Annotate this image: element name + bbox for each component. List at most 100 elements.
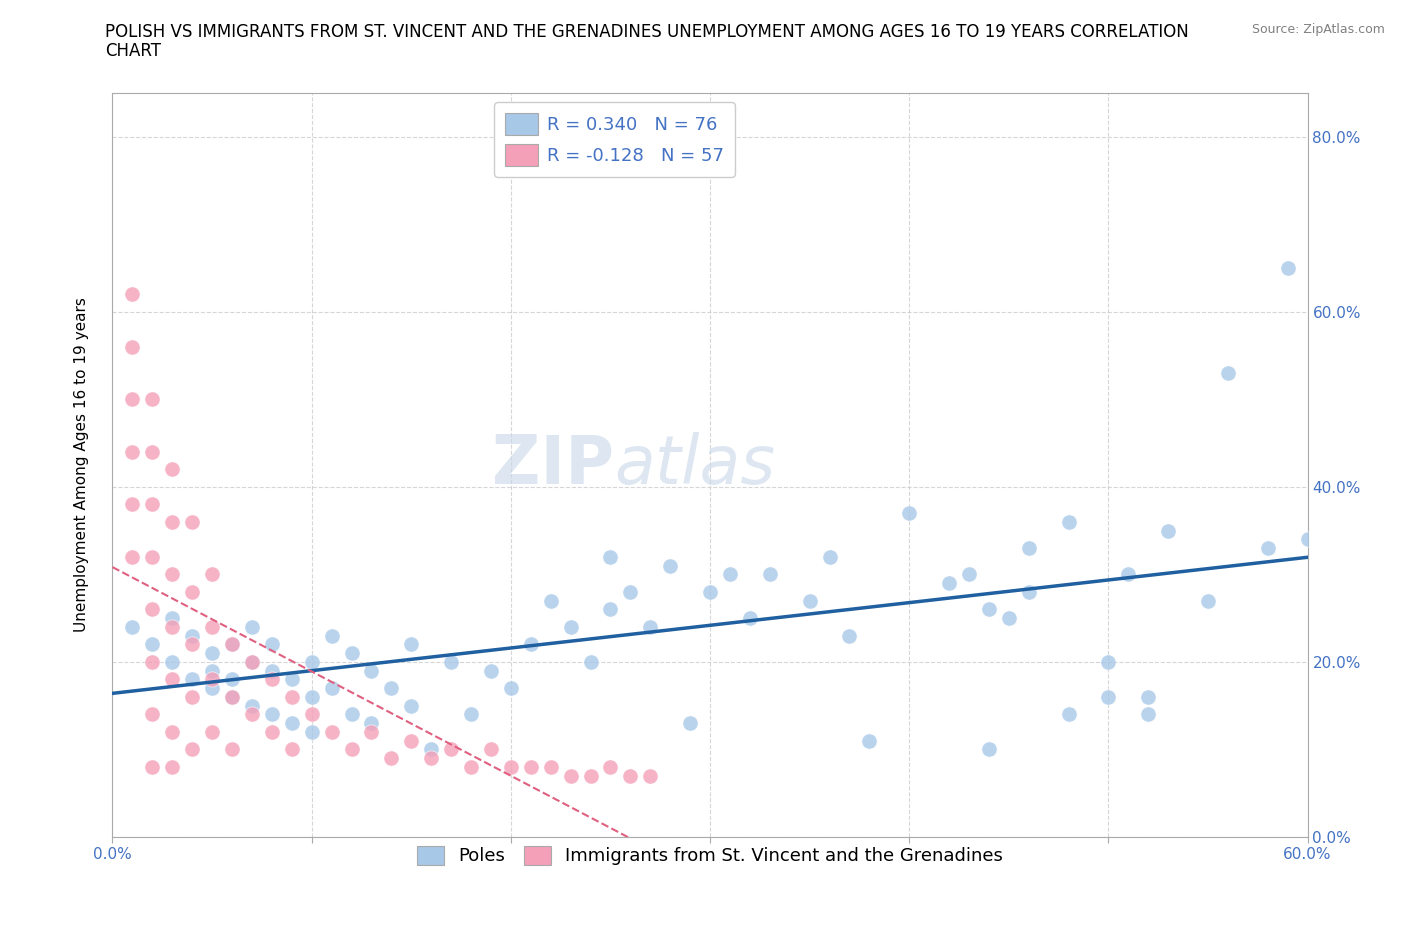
Point [181, 584, 204, 599]
Legend: Poles, Immigrants from St. Vincent and the Grenadines: Poles, Immigrants from St. Vincent and t… [411, 839, 1010, 872]
Point [1057, 707, 1080, 722]
Point [240, 619, 263, 634]
Point [360, 724, 382, 739]
Point [540, 760, 562, 775]
Point [221, 637, 243, 652]
Point [221, 637, 243, 652]
Point [201, 619, 224, 634]
Point [799, 593, 821, 608]
Text: Source: ZipAtlas.com: Source: ZipAtlas.com [1251, 23, 1385, 36]
Point [1018, 540, 1040, 555]
Point [957, 567, 980, 582]
Point [121, 550, 143, 565]
Point [1277, 260, 1299, 275]
Point [301, 724, 323, 739]
Point [380, 681, 402, 696]
Point [520, 760, 543, 775]
Point [281, 672, 304, 687]
Point [938, 576, 960, 591]
Point [977, 742, 1000, 757]
Point [162, 567, 183, 582]
Point [1137, 689, 1160, 704]
Point [838, 629, 860, 644]
Point [181, 672, 204, 687]
Point [520, 637, 543, 652]
Point [321, 724, 343, 739]
Point [1157, 524, 1180, 538]
Point [540, 593, 562, 608]
Point [479, 742, 502, 757]
Point [360, 663, 382, 678]
Point [699, 584, 721, 599]
Point [260, 672, 283, 687]
Point [619, 768, 641, 783]
Point [898, 506, 921, 521]
Point [420, 742, 443, 757]
Point [1057, 514, 1080, 529]
Point [201, 663, 224, 678]
Point [281, 689, 304, 704]
Point [599, 602, 621, 617]
Point [499, 681, 522, 696]
Point [162, 462, 183, 477]
Point [599, 760, 621, 775]
Point [579, 655, 602, 670]
Point [141, 445, 163, 459]
Text: CHART: CHART [105, 42, 162, 60]
Point [162, 760, 183, 775]
Point [201, 681, 224, 696]
Point [1257, 540, 1279, 555]
Point [141, 602, 163, 617]
Point [738, 611, 761, 626]
Point [260, 724, 283, 739]
Point [499, 760, 522, 775]
Point [141, 707, 163, 722]
Point [360, 716, 382, 731]
Point [162, 724, 183, 739]
Point [401, 733, 423, 748]
Point [759, 567, 782, 582]
Point [281, 716, 304, 731]
Point [640, 768, 662, 783]
Point [1137, 707, 1160, 722]
Point [998, 611, 1021, 626]
Text: ZIP: ZIP [492, 432, 614, 498]
Point [619, 584, 641, 599]
Point [460, 707, 482, 722]
Point [579, 768, 602, 783]
Point [121, 286, 143, 301]
Point [340, 707, 363, 722]
Point [162, 611, 183, 626]
Point [121, 497, 143, 512]
Point [221, 689, 243, 704]
Point [301, 689, 323, 704]
Point [560, 619, 582, 634]
Point [221, 689, 243, 704]
Point [380, 751, 402, 765]
Point [599, 550, 621, 565]
Point [440, 655, 463, 670]
Point [141, 637, 163, 652]
Point [162, 672, 183, 687]
Point [640, 619, 662, 634]
Point [201, 645, 224, 660]
Point [560, 768, 582, 783]
Point [181, 689, 204, 704]
Point [141, 655, 163, 670]
Point [221, 742, 243, 757]
Point [240, 655, 263, 670]
Point [321, 681, 343, 696]
Point [1296, 532, 1319, 547]
Point [201, 724, 224, 739]
Point [181, 637, 204, 652]
Point [162, 619, 183, 634]
Point [141, 392, 163, 406]
Point [121, 339, 143, 354]
Text: POLISH VS IMMIGRANTS FROM ST. VINCENT AND THE GRENADINES UNEMPLOYMENT AMONG AGES: POLISH VS IMMIGRANTS FROM ST. VINCENT AN… [105, 23, 1189, 41]
Point [201, 672, 224, 687]
Point [301, 655, 323, 670]
Point [1216, 365, 1239, 380]
Point [181, 629, 204, 644]
Point [1118, 567, 1140, 582]
Point [162, 655, 183, 670]
